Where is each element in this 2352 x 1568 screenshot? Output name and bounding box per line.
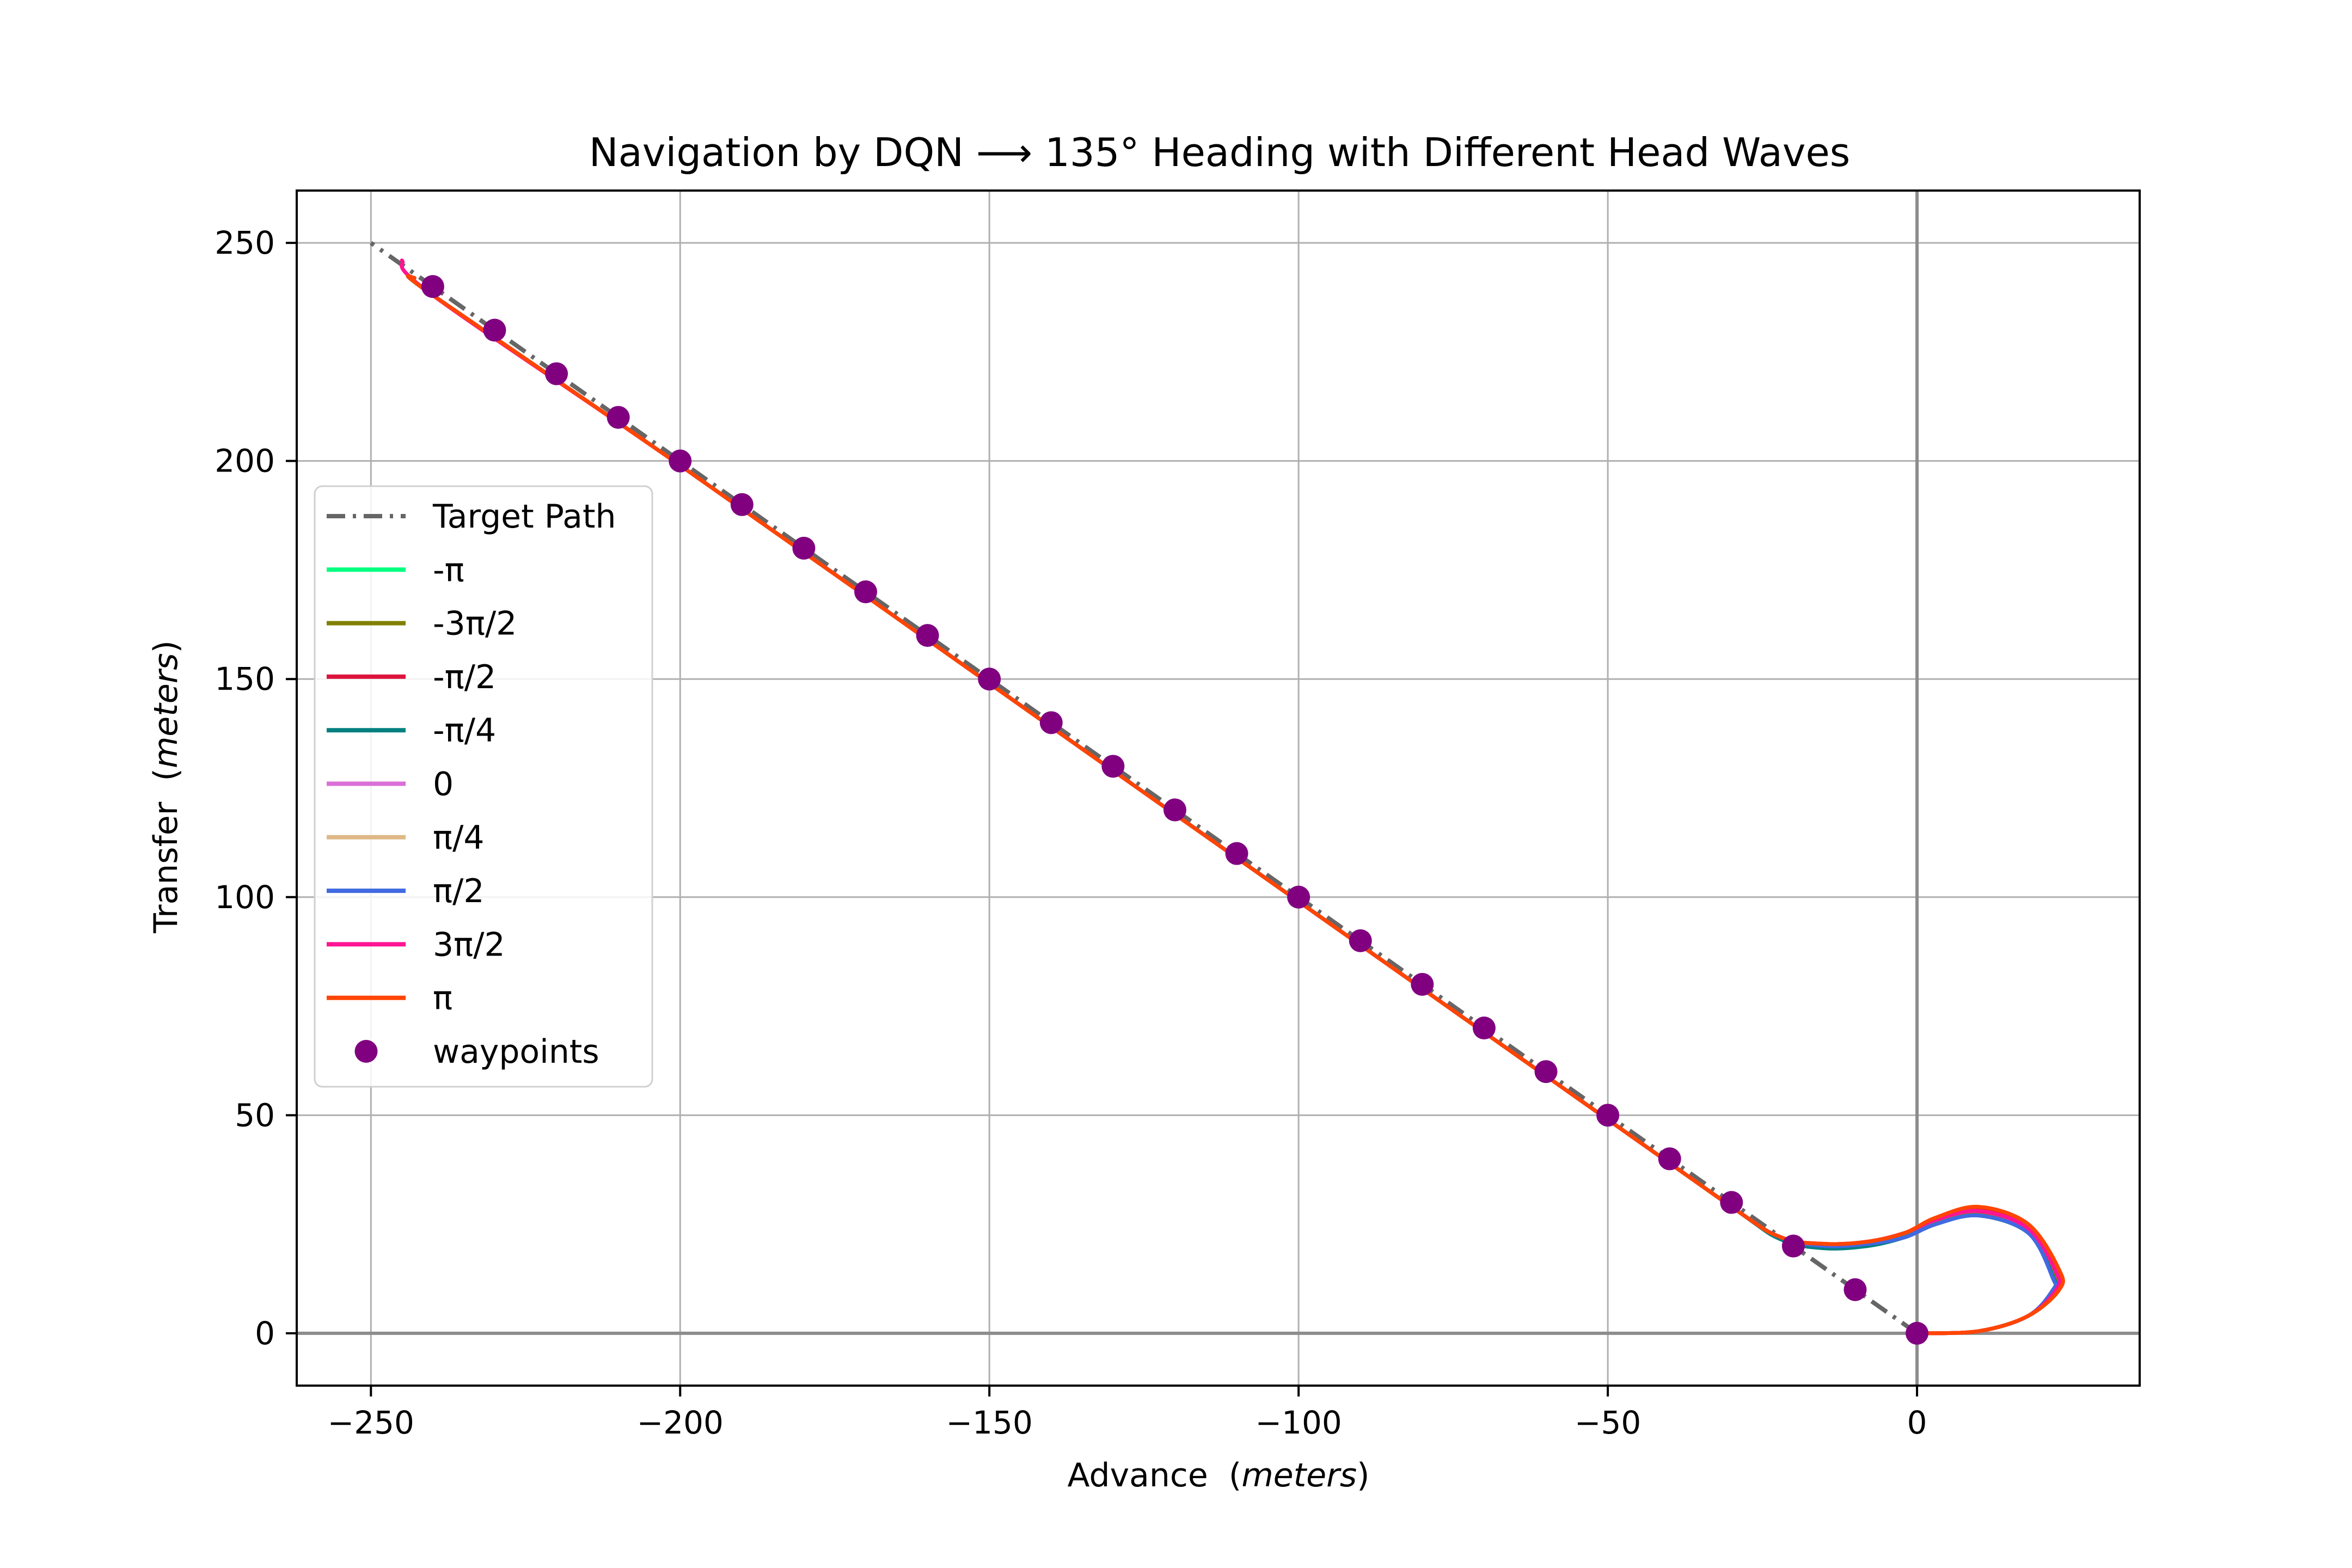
legend-label-3: -π/2 <box>433 658 496 696</box>
x-axis-unit-close: ) <box>1357 1456 1369 1494</box>
x-axis-unit-open: ( <box>1208 1456 1242 1494</box>
legend-label-10: waypoints <box>433 1033 599 1071</box>
y-axis-unit-close: ) <box>147 640 185 653</box>
y-tick-label-5: 250 <box>215 224 275 261</box>
waypoint-marker-19 <box>730 493 754 516</box>
legend: Target Path -π -3π/2 -π/2 -π/4 0 π/4 π/2 3π/2 π wa… <box>314 485 653 1088</box>
y-tick-label-3: 150 <box>215 660 275 697</box>
y-tick-label-1: 50 <box>235 1097 275 1134</box>
y-axis-unit: meters <box>147 653 185 768</box>
waypoint-marker-23 <box>483 318 506 342</box>
waypoint-marker-14 <box>1039 711 1063 734</box>
waypoint-marker-6 <box>1534 1060 1558 1083</box>
waypoint-marker-4 <box>1658 1147 1681 1171</box>
x-axis-ticks: −250 −200 −150 −100 −50 0 <box>328 1386 1927 1441</box>
plot-frame <box>296 189 2141 1387</box>
legend-entries: Target Path -π -3π/2 -π/2 -π/4 0 π/4 π/2 3π/2 π wa… <box>327 498 616 1071</box>
waypoint-marker-10 <box>1287 885 1310 909</box>
y-tick-label-2: 100 <box>215 879 275 916</box>
waypoint-marker-16 <box>916 624 939 647</box>
waypoint-marker-11 <box>1225 842 1248 865</box>
legend-label-0: Target Path <box>432 498 616 536</box>
waypoint-marker-2 <box>1781 1234 1805 1258</box>
zero-lines <box>297 191 2140 1386</box>
legend-label-4: -π/4 <box>433 712 496 750</box>
legend-label-7: π/2 <box>433 872 485 910</box>
legend-label-1: -π <box>433 551 464 589</box>
waypoint-markers <box>421 275 1929 1345</box>
x-tick-label-1: −200 <box>637 1404 724 1441</box>
waypoint-marker-18 <box>792 536 816 560</box>
legend-label-8: 3π/2 <box>433 926 505 964</box>
y-axis-unit-open: ( <box>147 768 185 802</box>
y-axis-ticks: 0 50 100 150 200 250 <box>215 224 297 1352</box>
x-tick-label-0: −250 <box>328 1404 414 1441</box>
waypoint-marker-20 <box>669 449 692 473</box>
legend-label-9: π <box>433 979 452 1018</box>
waypoint-marker-0 <box>1906 1321 1929 1345</box>
x-tick-label-5: 0 <box>1907 1404 1927 1441</box>
legend-marker-10 <box>354 1040 378 1063</box>
waypoint-marker-22 <box>545 362 568 385</box>
x-axis-label: Advance <box>1068 1456 1208 1494</box>
waypoint-marker-1 <box>1843 1278 1867 1301</box>
x-tick-label-3: −100 <box>1255 1404 1342 1441</box>
y-axis-title: Transfer (meters) <box>147 640 185 934</box>
legend-label-5: 0 <box>433 765 454 804</box>
waypoint-marker-13 <box>1101 755 1125 778</box>
waypoint-marker-5 <box>1596 1104 1620 1127</box>
legend-label-2: -3π/2 <box>433 605 517 643</box>
legend-box <box>314 485 653 1088</box>
x-tick-label-4: −50 <box>1575 1404 1641 1441</box>
x-tick-label-2: −150 <box>946 1404 1033 1441</box>
chart-title: Navigation by DQN ⟶ 135° Heading with Di… <box>589 130 1851 175</box>
y-tick-label-0: 0 <box>255 1315 275 1352</box>
y-axis-label: Transfer <box>147 801 185 934</box>
x-axis-unit: meters <box>1241 1456 1357 1494</box>
waypoint-marker-21 <box>607 406 630 429</box>
x-axis-title: Advance (meters) <box>1068 1456 1370 1494</box>
waypoint-marker-12 <box>1163 798 1186 822</box>
waypoint-marker-8 <box>1411 972 1434 996</box>
waypoint-marker-7 <box>1472 1016 1496 1040</box>
y-tick-label-4: 200 <box>215 443 275 480</box>
legend-label-6: π/4 <box>433 819 485 857</box>
waypoint-marker-15 <box>978 667 1001 691</box>
waypoint-marker-9 <box>1349 929 1372 952</box>
waypoint-marker-17 <box>854 580 878 604</box>
waypoint-marker-3 <box>1720 1191 1743 1214</box>
waypoint-marker-24 <box>421 275 444 298</box>
